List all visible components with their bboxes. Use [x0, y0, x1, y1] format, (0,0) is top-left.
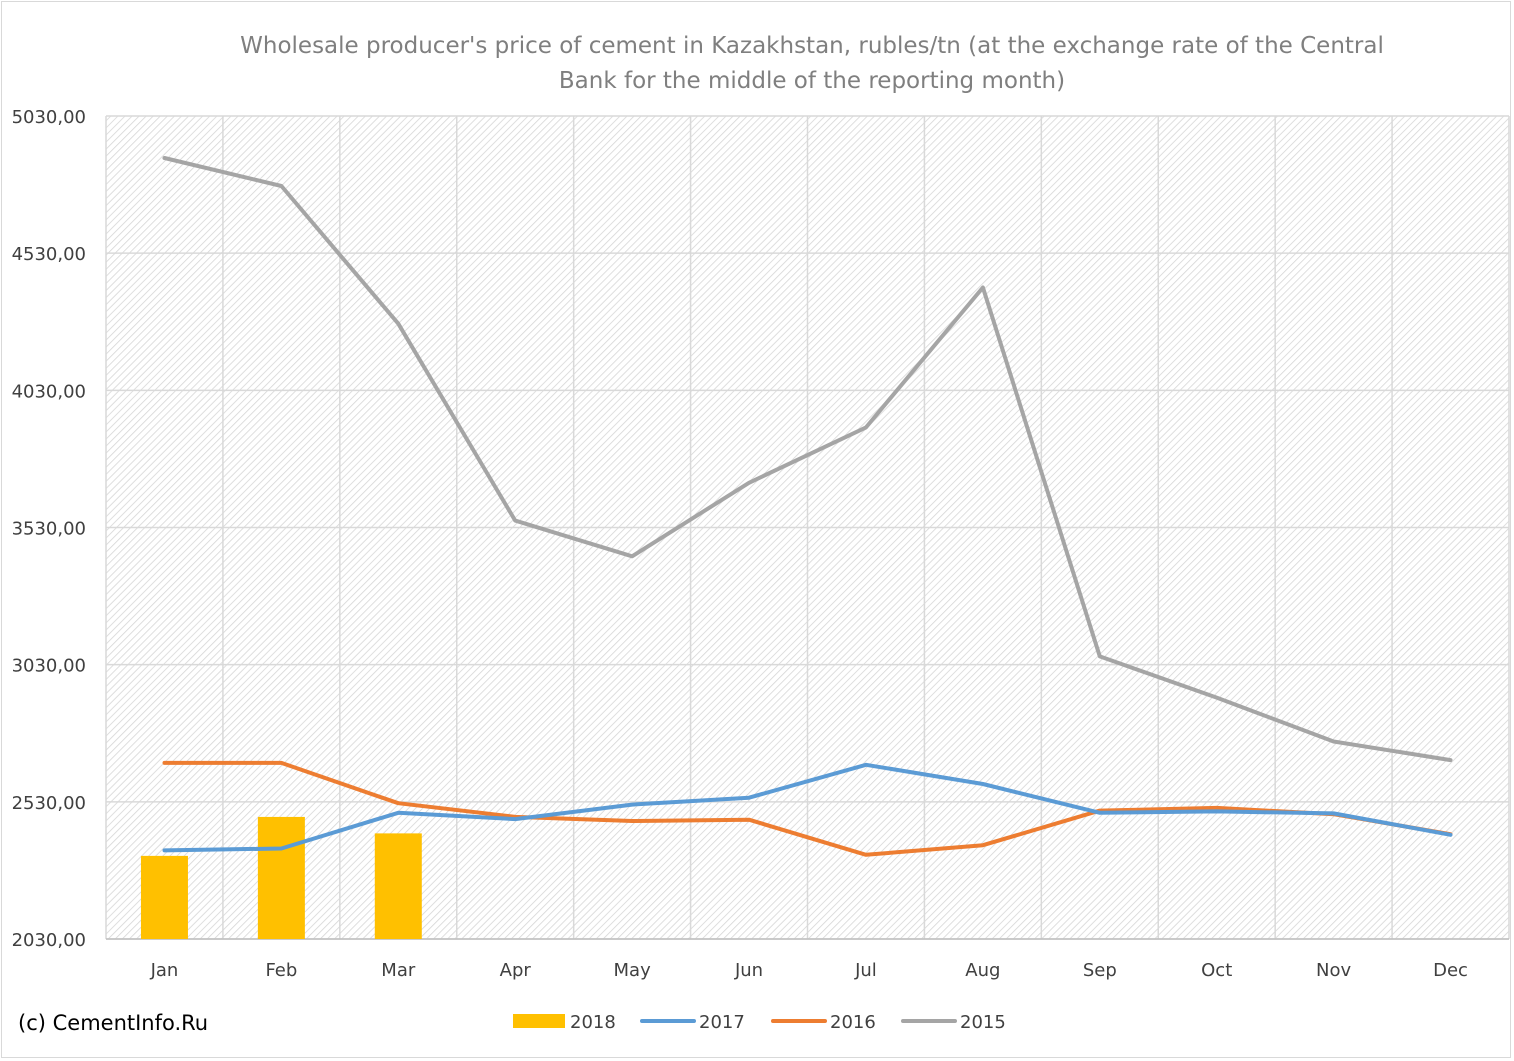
credit-text: (c) CementInfo.Ru — [18, 1011, 208, 1035]
y-tick-label: 2530,00 — [12, 793, 86, 814]
x-tick-label: Aug — [965, 960, 1000, 981]
y-tick-label: 4530,00 — [12, 244, 86, 265]
legend-label-2017: 2017 — [699, 1012, 745, 1033]
chart-title-line-2: Bank for the middle of the reporting mon… — [559, 68, 1065, 94]
x-axis: Jan Feb Mar Apr May Jun Jul Aug Sep Oct Nov Dec — [106, 938, 1509, 981]
line-2016 — [162, 760, 1453, 857]
y-tick-label: 3030,00 — [12, 656, 86, 677]
x-tick-label: Oct — [1201, 960, 1232, 981]
y-tick-label: 5030,00 — [12, 107, 86, 128]
x-tick-label: Jan — [150, 960, 179, 981]
y-tick-label: 4030,00 — [12, 381, 86, 402]
legend-swatch-2018 — [513, 1014, 565, 1028]
legend: 2018 2017 2016 2015 — [513, 1012, 1006, 1033]
y-tick-label: 2030,00 — [12, 930, 86, 951]
legend-label-2015: 2015 — [960, 1012, 1006, 1033]
line-2015 — [162, 156, 1453, 763]
bar-2018 — [257, 816, 305, 939]
x-tick-label: Jul — [854, 960, 877, 981]
bars-2018 — [140, 816, 422, 939]
chart-title-line-1: Wholesale producer's price of cement in … — [240, 33, 1384, 59]
x-tick-label: Feb — [265, 960, 297, 981]
x-tick-label: Apr — [500, 960, 532, 981]
bar-2018 — [374, 833, 422, 939]
legend-label-2016: 2016 — [830, 1012, 876, 1033]
legend-label-2018: 2018 — [570, 1012, 616, 1033]
x-tick-label: Jun — [734, 960, 763, 981]
bar-2018 — [140, 855, 188, 939]
x-tick-label: Sep — [1083, 960, 1117, 981]
x-tick-label: May — [614, 960, 652, 981]
series-lines — [162, 156, 1453, 857]
x-tick-label: Nov — [1316, 960, 1351, 981]
x-tick-label: Mar — [381, 960, 416, 981]
x-tick-label: Dec — [1433, 960, 1468, 981]
line-2017 — [162, 762, 1453, 853]
y-axis: 2030,00 2530,00 3030,00 3530,00 4030,00 4530,… — [12, 107, 86, 951]
y-tick-label: 3530,00 — [12, 519, 86, 540]
